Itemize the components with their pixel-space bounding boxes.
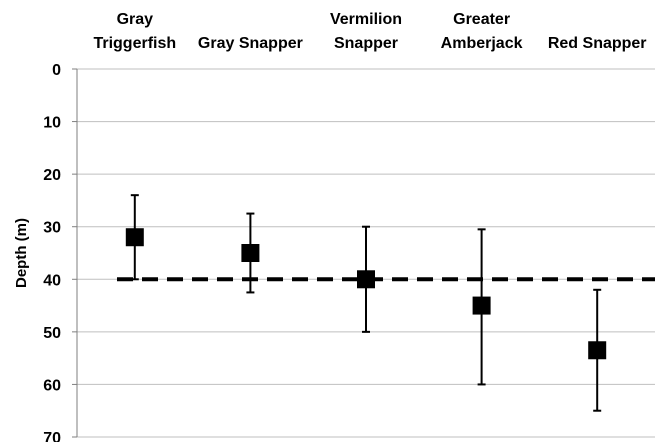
y-axis-title: Depth (m) [13,218,30,288]
category-label-line2: Amberjack [441,35,523,52]
y-tick-label: 60 [43,377,61,394]
category-label-line2: Red Snapper [548,35,647,52]
category-label-line2: Snapper [334,35,398,52]
category-label-line1: Vermilion [330,11,402,28]
category-label-line1: Gray [117,11,154,28]
y-tick-label: 70 [43,430,61,442]
category-labels: Gray Triggerfish Gray Snapper Vermilion Snap… [93,11,646,52]
data-point-marker [472,296,491,315]
category-label-line2: Triggerfish [93,35,176,52]
data-point-marker [588,341,607,360]
y-tick-label: 0 [52,62,61,79]
data-point-marker [357,270,375,289]
data-point-marker [241,244,260,262]
y-tick-label: 20 [43,167,61,184]
data-point-marker [125,228,144,247]
category-label-line2: Gray Snapper [198,35,303,52]
y-tick-label: 40 [43,272,61,289]
y-tick-label: 10 [43,115,61,132]
y-tick-label: 30 [43,220,61,237]
data-series [125,194,607,412]
category-label-line1: Greater [453,11,510,28]
y-tick-labels: 0 10 20 30 40 50 60 70 [43,62,61,442]
y-tick-label: 50 [43,325,61,342]
gridlines [72,68,655,438]
